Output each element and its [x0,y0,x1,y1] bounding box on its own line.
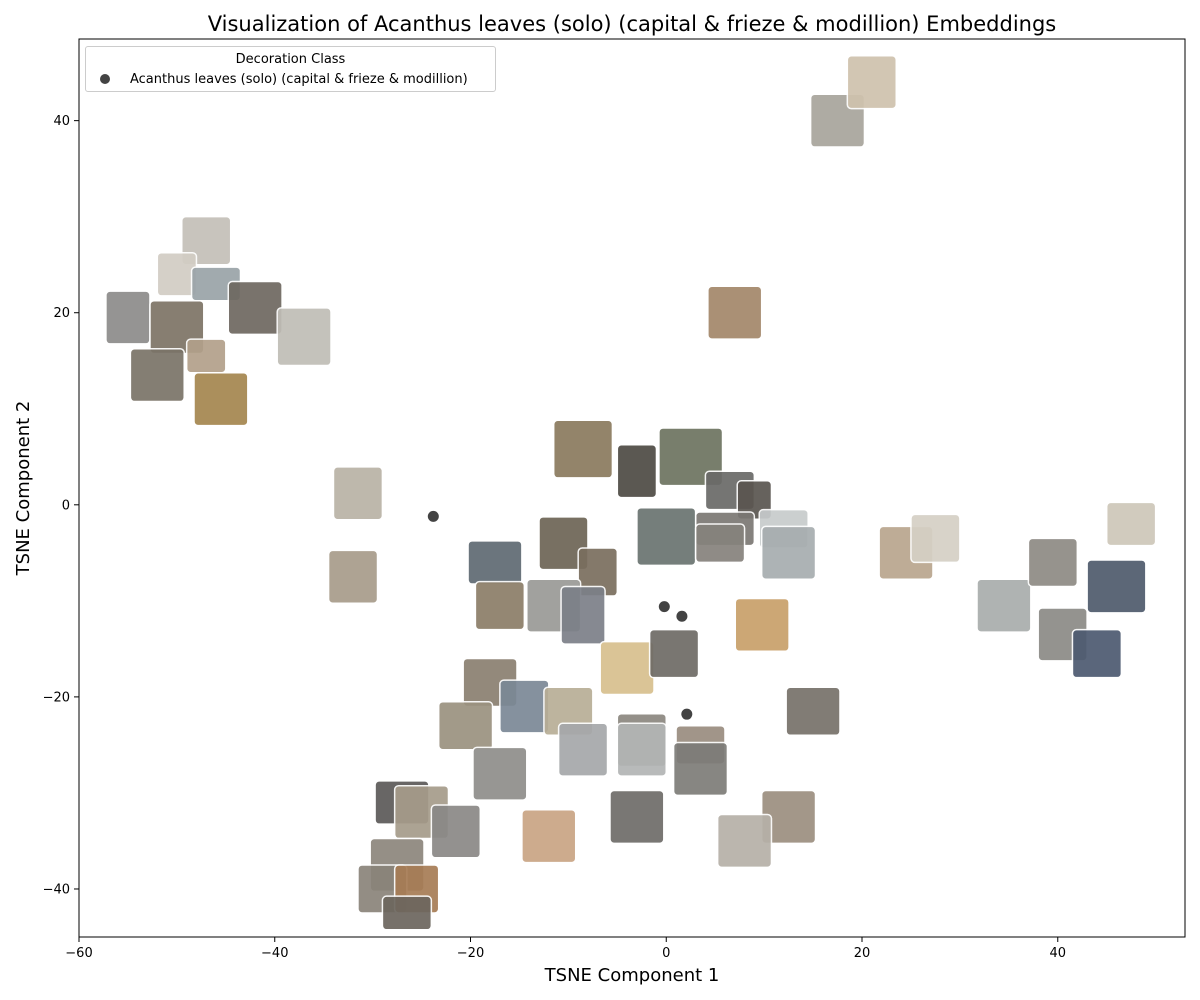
thumbnail-image-3 [156,251,198,297]
thumbnail-image-21 [636,506,697,567]
scatter-point-0-3 [681,708,693,720]
thumbnail-image-59 [430,804,482,859]
thumbnail-image-11 [185,338,227,374]
y-tick-label-4: 40 [53,114,70,129]
thumbnail-image-55 [521,808,577,864]
x-axis-label: TSNE Component 1 [544,965,720,986]
thumbnail-image-44 [499,679,550,734]
thumbnail-image-56 [716,813,773,869]
thumbnail-image-49 [557,722,609,777]
legend: Decoration Class Acanthus leaves (solo) … [85,46,496,92]
image-thumbnails [105,55,1157,931]
y-tick-label-3: 20 [53,306,70,321]
legend-entry-label: Acanthus leaves (solo) (capital & frieze… [130,72,468,87]
thumbnail-image-13 [846,55,898,110]
thumbnail-image-37 [1027,537,1079,588]
legend-title: Decoration Class [235,52,346,67]
legend-marker-icon [100,74,110,84]
thumbnail-image-32 [648,628,700,679]
y-axis-ticks: −40 −20 0 20 40 [43,114,79,897]
thumbnail-image-5 [105,290,151,345]
thumbnail-image-9 [129,347,185,403]
thumbnail-image-39 [1086,559,1147,614]
thumbnail-image-0 [332,466,384,521]
thumbnail-image-51 [672,741,729,797]
thumbnail-image-52 [472,746,528,801]
x-tick-label-0: −60 [65,946,92,961]
x-tick-label-4: 20 [854,946,871,961]
thumbnail-image-31 [599,640,655,696]
thumbnail-image-35 [910,513,961,564]
thumbnail-image-10 [193,371,249,427]
thumbnail-image-63 [381,895,433,931]
thumbnail-image-25 [538,516,589,571]
thumbnail-image-38 [1105,501,1157,547]
scatter-point-0-0 [427,510,439,522]
thumbnail-image-17 [616,444,658,499]
thumbnail-image-26 [467,540,523,585]
y-tick-label-0: −40 [43,882,70,897]
thumbnail-image-36 [976,578,1032,633]
thumbnail-image-14 [707,285,763,340]
chart-title: Visualization of Acanthus leaves (solo) … [208,12,1056,36]
thumbnail-image-30 [560,585,606,645]
plot-frame [78,38,1186,938]
thumbnail-image-24 [760,525,817,580]
y-tick-label-1: −20 [43,690,70,705]
x-tick-label-3: 0 [662,946,670,961]
thumbnail-image-42 [785,686,841,737]
y-axis-label: TSNE Component 2 [13,401,34,577]
x-tick-label-5: 40 [1049,946,1066,961]
x-tick-label-1: −40 [261,946,288,961]
scatter-point-0-2 [676,610,688,622]
y-tick-label-2: 0 [62,498,70,513]
thumbnail-image-46 [437,700,494,751]
thumbnail-image-1 [327,549,379,605]
scatter-points [427,510,693,720]
thumbnail-image-50 [616,722,668,777]
thumbnail-image-28 [474,580,526,631]
thumbnail-image-22 [694,523,746,564]
thumbnail-image-16 [658,427,724,487]
thumbnail-image-33 [734,597,790,653]
thumbnail-image-41 [1071,628,1123,679]
thumbnail-image-53 [609,789,665,845]
thumbnail-image-15 [552,419,614,479]
scatter-point-0-1 [658,601,670,613]
x-tick-label-2: −20 [457,946,484,961]
thumbnail-image-8 [276,307,332,367]
thumbnail-image-6 [227,280,283,336]
x-axis-ticks: −60 −40 −20 0 20 40 [65,937,1066,961]
